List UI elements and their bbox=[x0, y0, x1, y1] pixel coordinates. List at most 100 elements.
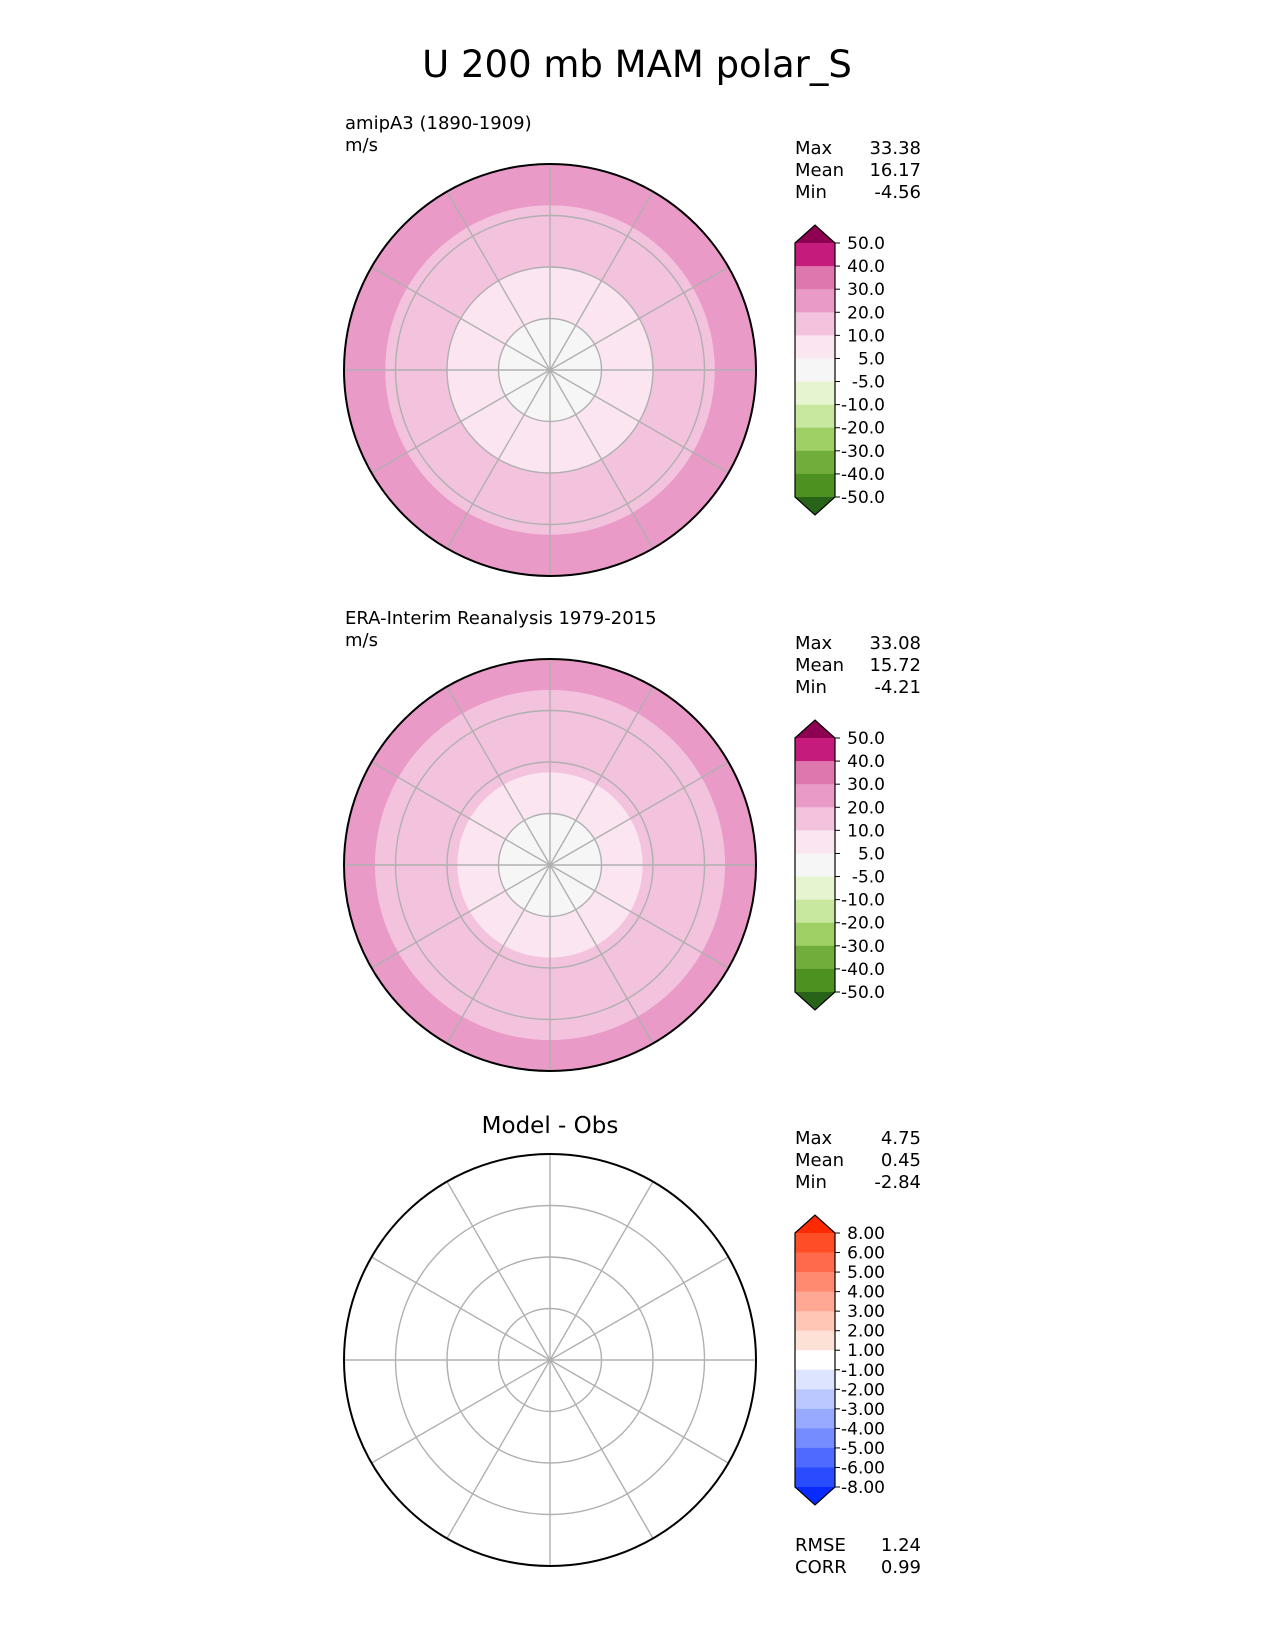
meridian-line bbox=[549, 761, 729, 866]
colorbar: 8.006.005.004.003.002.001.00-1.00-2.00-3… bbox=[794, 1214, 885, 1506]
colorbar-tick-label: 30.0 bbox=[847, 280, 885, 300]
colorbar-segment bbox=[795, 922, 835, 947]
map-border bbox=[343, 658, 757, 1072]
colorbar-tick-label: -20.0 bbox=[841, 419, 885, 439]
colorbar-segment bbox=[795, 335, 835, 359]
colorbar-segment bbox=[795, 899, 835, 924]
panel-subtitle: amipA3 (1890-1909) bbox=[345, 113, 532, 134]
colorbar-tick-label: 40.0 bbox=[847, 752, 885, 772]
colorbar-segment bbox=[795, 358, 835, 383]
meridian-line bbox=[549, 864, 729, 969]
colorbar-tick-label: -40.0 bbox=[841, 465, 885, 485]
colorbar-tick-label: 30.0 bbox=[847, 775, 885, 795]
panel-subtitle: m/s bbox=[345, 135, 378, 156]
colorbar-segment bbox=[795, 1215, 835, 1233]
colorbar: 50.0 40.0 30.0 20.0 10.0 5.0 -5.0 -10.0 -20.0 -30… bbox=[794, 719, 885, 1011]
colorbar-tick-label: -30.0 bbox=[841, 442, 885, 462]
colorbar-segment bbox=[795, 450, 835, 475]
colorbar-tick-label: 2.00 bbox=[847, 1322, 885, 1342]
colorbar-segment bbox=[795, 945, 835, 970]
colorbar-segment bbox=[795, 720, 835, 738]
colorbar-tick-label: -5.0 bbox=[852, 868, 885, 888]
colorbar-segment bbox=[795, 1330, 835, 1351]
extra-value: 1.24 bbox=[881, 1535, 921, 1556]
colorbar-segment bbox=[795, 876, 835, 901]
colorbar-tick-label: 4.00 bbox=[847, 1283, 885, 1303]
colorbar-segment bbox=[795, 1291, 835, 1312]
stat-value: 15.72 bbox=[869, 655, 921, 676]
meridian-line bbox=[549, 369, 654, 549]
stat-value: 16.17 bbox=[869, 160, 921, 181]
map-border bbox=[343, 163, 757, 577]
colorbar-segment bbox=[795, 853, 835, 878]
meridian-line bbox=[446, 191, 551, 371]
colorbar-tick-label: -30.0 bbox=[841, 937, 885, 957]
colorbar-segment bbox=[795, 404, 835, 429]
stat-label: Mean bbox=[795, 160, 844, 181]
figure-title: U 200 mb MAM polar_S bbox=[422, 43, 852, 86]
colorbar-tick-label: -1.00 bbox=[841, 1361, 885, 1381]
panel-subtitle: m/s bbox=[345, 630, 378, 651]
colorbar-segment bbox=[795, 497, 835, 515]
colorbar-segment bbox=[795, 1467, 835, 1488]
colorbar-segment bbox=[795, 1252, 835, 1273]
meridian-line bbox=[446, 1359, 551, 1539]
colorbar-tick-label: 10.0 bbox=[847, 326, 885, 346]
colorbar-tick-label: 1.00 bbox=[847, 1341, 885, 1361]
colorbar-segment bbox=[795, 761, 835, 785]
colorbar-tick-label: 40.0 bbox=[847, 257, 885, 277]
meridian-line bbox=[371, 1359, 551, 1464]
meridian-line bbox=[549, 1359, 729, 1464]
colorbar-segment bbox=[795, 1311, 835, 1332]
colorbar-tick-label: -50.0 bbox=[841, 488, 885, 508]
colorbar-tick-label: 5.0 bbox=[858, 349, 885, 369]
extra-value: 0.99 bbox=[881, 1557, 921, 1578]
stat-label: Max bbox=[795, 138, 833, 159]
colorbar-segment bbox=[795, 427, 835, 452]
colorbar-segment bbox=[795, 968, 835, 993]
colorbar-segment bbox=[795, 473, 835, 498]
colorbar-tick-label: 5.0 bbox=[858, 844, 885, 864]
colorbar-segment bbox=[795, 1428, 835, 1449]
colorbar-segment bbox=[795, 1233, 835, 1254]
stat-label: Mean bbox=[795, 655, 844, 676]
colorbar-segment bbox=[795, 992, 835, 1010]
colorbar: 50.0 40.0 30.0 20.0 10.0 5.0 -5.0 -10.0 -20.0 -30… bbox=[794, 224, 885, 516]
colorbar-tick-label: 8.00 bbox=[847, 1224, 885, 1244]
colorbar-segment bbox=[795, 289, 835, 313]
colorbar-segment bbox=[795, 1350, 835, 1371]
meridian-line bbox=[446, 1181, 551, 1361]
colorbar-tick-label: 20.0 bbox=[847, 798, 885, 818]
colorbar-tick-label: -10.0 bbox=[841, 891, 885, 911]
colorbar-segment bbox=[795, 1369, 835, 1390]
meridian-line bbox=[371, 1256, 551, 1361]
panel-diff: Model - Obs Max 4.75 Mean 0.45 Min -2.84 8.006.… bbox=[343, 1113, 921, 1578]
graticule bbox=[344, 1154, 756, 1566]
meridian-line bbox=[446, 864, 551, 1044]
colorbar-segment bbox=[795, 807, 835, 831]
colorbar-tick-label: 10.0 bbox=[847, 821, 885, 841]
stat-value: 0.45 bbox=[881, 1150, 921, 1171]
meridian-line bbox=[371, 266, 551, 371]
stat-value: 33.08 bbox=[869, 633, 921, 654]
colorbar-segment bbox=[795, 381, 835, 406]
meridian-line bbox=[549, 266, 729, 371]
graticule bbox=[344, 659, 756, 1071]
meridian-line bbox=[549, 864, 654, 1044]
panel-test: amipA3 (1890-1909)m/s Max 33.38 Mean 16.17 Mi… bbox=[343, 113, 921, 577]
stat-label: Max bbox=[795, 633, 833, 654]
colorbar-tick-label: -5.0 bbox=[852, 373, 885, 393]
graticule bbox=[344, 164, 756, 576]
stat-value: 4.75 bbox=[881, 1128, 921, 1149]
colorbar-segment bbox=[795, 830, 835, 854]
colorbar-tick-label: 50.0 bbox=[847, 234, 885, 254]
colorbar-segment bbox=[795, 266, 835, 290]
meridian-line bbox=[549, 1256, 729, 1361]
stat-label: Max bbox=[795, 1128, 833, 1149]
meridian-line bbox=[549, 369, 729, 474]
stat-label: Min bbox=[795, 182, 827, 203]
stat-value: -2.84 bbox=[874, 1172, 921, 1193]
